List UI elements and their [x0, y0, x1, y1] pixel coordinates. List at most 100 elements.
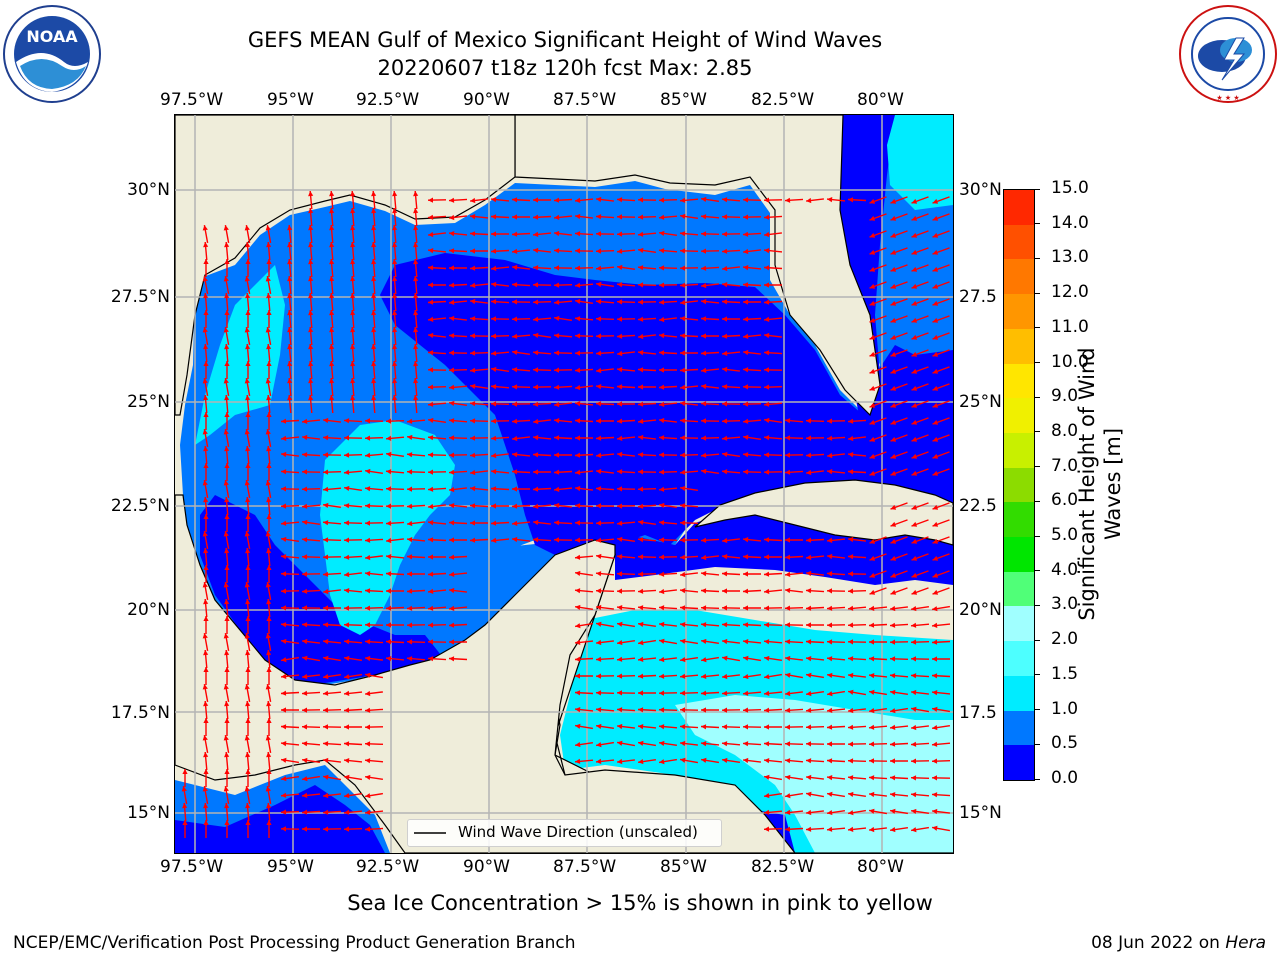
wave-arrow-head [596, 316, 602, 322]
wave-arrow-head [890, 622, 896, 628]
wave-arrow-head [932, 385, 939, 391]
colorbar-tick-label: 2.0 [1051, 629, 1079, 650]
wave-arrow-head [890, 215, 897, 221]
wave-arrow-head [344, 774, 350, 780]
wave-arrow-head [911, 808, 917, 814]
wave-arrow-head [575, 570, 581, 576]
wave-arrow-head [932, 690, 938, 696]
wave-arrow-head [743, 639, 749, 645]
wave-arrow-head [743, 571, 748, 577]
wave-arrow-head [329, 259, 335, 265]
wave-arrow-head [827, 622, 832, 628]
wave-arrow-head [266, 395, 272, 401]
wave-arrow-head [512, 231, 518, 237]
wave-arrow-head [323, 622, 329, 628]
wave-arrow-head [890, 689, 896, 695]
wave-arrow-head [281, 622, 287, 628]
wave-arrow-head [223, 531, 229, 537]
wave-arrow-head [869, 791, 875, 798]
wave-arrow-head [617, 384, 623, 390]
wave-arrow-head [491, 316, 496, 322]
colorbar-tick-label: 0.0 [1051, 768, 1079, 788]
wave-arrow-head [617, 214, 622, 220]
wave-arrow-head [407, 554, 413, 560]
wave-arrow-head [302, 452, 308, 458]
wave-arrow-head [932, 266, 939, 272]
wave-arrow-head [806, 672, 812, 678]
wave-arrow-head [281, 571, 287, 577]
wave-arrow-head [848, 741, 853, 747]
wave-arrow-head [470, 469, 476, 476]
wave-arrow-head [785, 826, 791, 832]
wave-arrow-head [911, 232, 918, 238]
wave-arrow-head [638, 759, 644, 765]
wave-arrow-head [659, 724, 665, 730]
wave-arrow-head [638, 197, 643, 203]
wave-arrow-head [659, 740, 665, 746]
wave-arrow-head [722, 333, 728, 339]
wave-arrow-head [932, 419, 939, 425]
wave-arrow-head [785, 435, 791, 441]
wave-arrow-head [308, 208, 314, 214]
wave-arrow-head [827, 741, 832, 747]
wave-arrow-head [428, 197, 433, 203]
lon-label: 82.5°W [751, 857, 815, 877]
wave-arrow-head [428, 520, 434, 526]
wave-arrow-head [491, 520, 497, 526]
wave-arrow-head [596, 248, 602, 254]
wave-arrow-head [806, 469, 812, 476]
wave-arrow-head [407, 656, 413, 662]
wave-arrow-head [932, 232, 939, 238]
wave-arrow-head [722, 214, 728, 220]
wave-arrow-head [701, 265, 707, 271]
colorbar-tick-mark [1034, 466, 1040, 468]
wave-arrow-head [386, 639, 392, 645]
wave-arrow-head [203, 565, 209, 570]
wave-arrow-head [596, 281, 602, 287]
wave-arrow-head [245, 752, 251, 758]
wave-arrow-head [266, 650, 272, 656]
wave-arrow-head [386, 503, 391, 509]
wave-arrow-head [575, 435, 580, 441]
lat-label: 27.5 [959, 287, 997, 307]
wave-arrow-head [701, 401, 707, 407]
wave-arrow-head [244, 429, 250, 435]
wave-arrow-head [617, 486, 622, 492]
wave-arrow-head [491, 452, 497, 459]
wave-arrow-head [323, 826, 328, 832]
wave-arrow-head [281, 605, 287, 611]
wave-arrow-head [659, 197, 665, 203]
wave-arrow-head [407, 486, 412, 492]
wave-arrow-head [344, 758, 350, 764]
wave-arrow-head [413, 327, 419, 333]
wave-arrow-head [428, 554, 433, 560]
lon-label: 90°W [463, 90, 510, 110]
wave-arrow-head [638, 621, 644, 627]
wave-arrow-head [617, 435, 623, 441]
wave-arrow-head [202, 531, 208, 537]
wave-arrow-head [764, 452, 770, 458]
wave-arrow-head [617, 758, 623, 765]
wave-arrow-head [245, 310, 251, 315]
wave-arrow-head [365, 741, 371, 747]
colorbar-ticks: 0.0 0.5 1.0 1.5 2.0 3.0 4.0 5.0 6.0 7.0 8.0 9.0 10.0… [1034, 178, 1094, 788]
wave-arrow-head [224, 242, 230, 248]
wave-arrow-head [329, 395, 335, 401]
wave-arrow-head [701, 673, 707, 679]
wave-arrow-head [224, 752, 230, 758]
wave-arrow-head [302, 588, 308, 594]
wave-arrow-head [350, 208, 356, 214]
wave-arrow-head [512, 197, 518, 203]
wave-arrow-head [428, 332, 434, 339]
lat-label: 15°N [959, 803, 1002, 823]
wave-arrow-head [596, 468, 602, 475]
wave-arrow-head [266, 752, 272, 758]
wave-arrow-head [722, 724, 728, 730]
wave-arrow-head [281, 588, 286, 594]
wave-arrow-head [323, 452, 328, 458]
wave-arrow-head [533, 316, 539, 322]
wave-arrow-head [785, 605, 791, 611]
wave-arrow-head [302, 690, 308, 696]
wave-arrow-head [413, 259, 419, 265]
lat-label: 17.5 [959, 703, 997, 723]
